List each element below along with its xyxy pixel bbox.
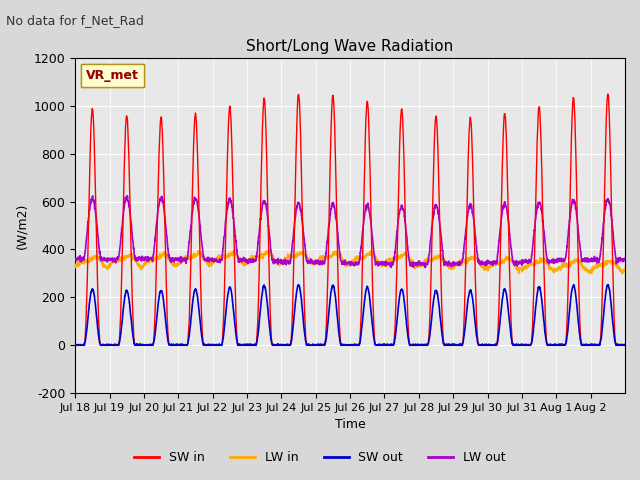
Text: No data for f_Net_Rad: No data for f_Net_Rad bbox=[6, 14, 144, 27]
Title: Short/Long Wave Radiation: Short/Long Wave Radiation bbox=[246, 39, 454, 54]
X-axis label: Time: Time bbox=[335, 419, 365, 432]
Legend: SW in, LW in, SW out, LW out: SW in, LW in, SW out, LW out bbox=[129, 446, 511, 469]
Legend: VR_met: VR_met bbox=[81, 64, 144, 87]
Y-axis label: (W/m2): (W/m2) bbox=[15, 203, 28, 249]
